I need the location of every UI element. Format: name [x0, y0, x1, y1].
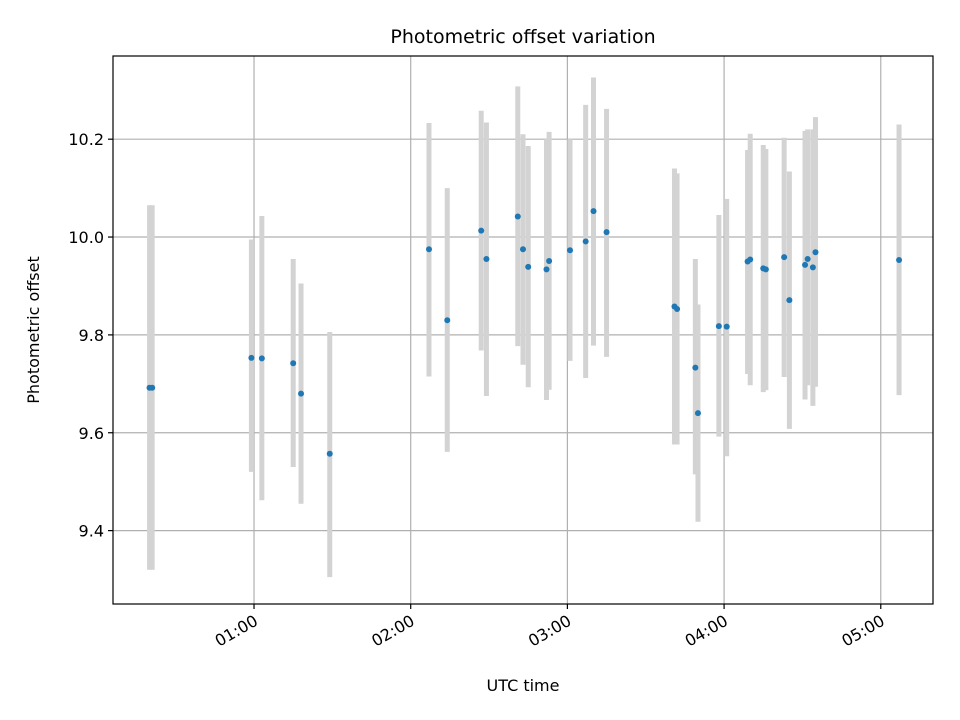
data-point: [248, 354, 255, 361]
data-point: [520, 246, 526, 253]
data-point: [747, 256, 754, 263]
data-point: [258, 355, 265, 362]
plot-frame: [112, 55, 934, 605]
data-point: [590, 208, 597, 215]
data-point: [715, 323, 722, 330]
data-point: [483, 256, 490, 263]
y-tick-label: 9.8: [79, 326, 104, 345]
data-point: [809, 264, 816, 271]
data-point: [582, 238, 589, 245]
data-point: [694, 410, 701, 417]
data-point: [149, 384, 156, 391]
data-point: [525, 263, 532, 270]
data-point: [298, 390, 305, 397]
y-axis-label: Photometric offset: [24, 256, 43, 404]
data-point: [543, 266, 550, 273]
data-point: [603, 229, 610, 236]
data-point: [290, 360, 297, 367]
y-axis-ticks: 9.4 9.6 9.8 10.0 10.2: [68, 130, 113, 541]
data-point: [786, 297, 793, 304]
x-axis-label: UTC time: [487, 676, 560, 695]
y-tick-label: 10.0: [68, 228, 104, 247]
data-point: [692, 364, 699, 371]
data-point: [326, 450, 333, 457]
chart-title: Photometric offset variation: [390, 26, 655, 48]
data-point: [723, 323, 730, 330]
data-points: [146, 208, 903, 457]
data-point: [425, 246, 432, 253]
data-point: [812, 249, 819, 256]
y-tick-label: 9.4: [79, 522, 104, 541]
data-point: [514, 213, 521, 220]
data-point: [546, 258, 553, 265]
data-point: [896, 257, 903, 264]
data-point: [567, 247, 574, 254]
data-point: [478, 227, 485, 234]
data-point: [802, 261, 809, 268]
data-point: [674, 305, 681, 312]
data-point: [804, 256, 811, 263]
y-tick-label: 10.2: [68, 130, 104, 149]
data-point: [781, 254, 788, 261]
y-tick-label: 9.6: [79, 424, 104, 443]
data-point: [444, 317, 451, 324]
data-point: [762, 266, 769, 273]
